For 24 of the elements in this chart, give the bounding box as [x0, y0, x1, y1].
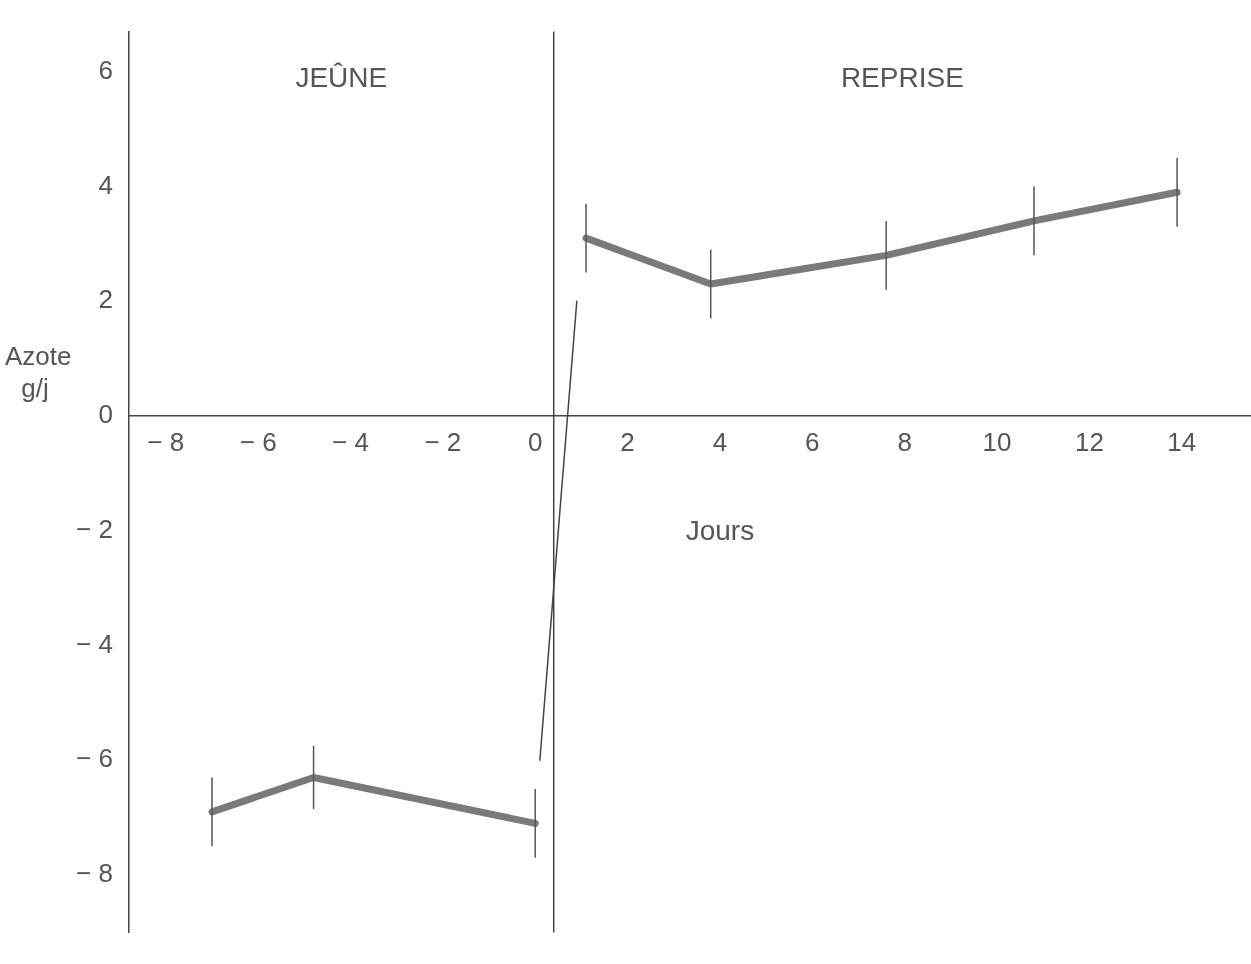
y-tick-label: 0	[98, 399, 113, 430]
x-tick-label: − 4	[332, 426, 369, 457]
y-tick-label: 4	[98, 169, 113, 200]
x-tick-label: 14	[1167, 426, 1197, 457]
y-axis-title: Azote g/j	[5, 340, 72, 404]
annotation: REPRISE	[840, 62, 964, 94]
x-tick-label: 4	[712, 426, 728, 457]
x-tick-label: 2	[620, 426, 635, 457]
y-tick-label: − 2	[75, 513, 113, 544]
x-tick-label: − 6	[239, 426, 277, 457]
y-tick-label: 2	[98, 284, 113, 315]
x-tick-label: 10	[982, 426, 1012, 457]
y-tick-label: − 4	[75, 628, 113, 659]
x-tick-label: 0	[528, 426, 543, 457]
x-tick-label: − 8	[147, 426, 185, 457]
x-tick-label: − 2	[424, 426, 462, 457]
x-tick-label: 12	[1074, 426, 1104, 457]
y-tick-label: 6	[98, 54, 113, 85]
annotation: JEÛNE	[295, 62, 388, 94]
x-axis-title: Jours	[685, 515, 755, 547]
x-tick-label: 8	[897, 426, 912, 457]
x-tick-label: 6	[805, 426, 820, 457]
y-tick-label: − 6	[75, 743, 113, 774]
y-tick-label: − 8	[75, 858, 113, 889]
